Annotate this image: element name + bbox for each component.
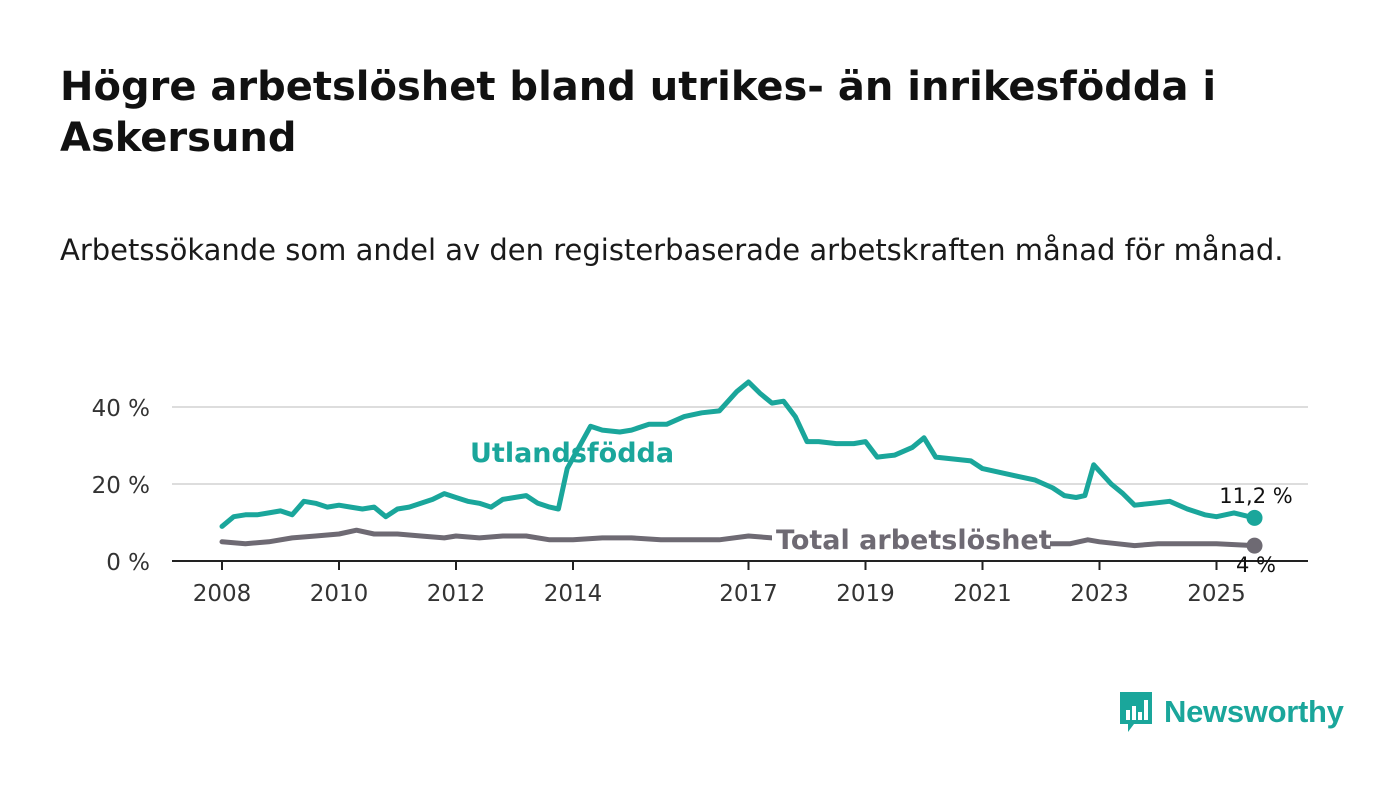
newsworthy-logo-text: Newsworthy (1164, 694, 1344, 729)
chart-title: Högre arbetslöshet bland utrikes- än inr… (60, 64, 1217, 161)
series-line-total (219, 527, 1257, 549)
series-label-total-bg (772, 522, 1050, 556)
end-point-utlandsfodda (1246, 509, 1263, 526)
end-point-total (1246, 537, 1263, 554)
y-tick-label: 40 % (92, 396, 150, 422)
series-lines (219, 379, 1263, 554)
gridlines (172, 406, 1308, 562)
x-tick-label: 2010 (310, 581, 369, 607)
x-tick-label: 2019 (836, 581, 895, 607)
x-tick-label: 2012 (427, 581, 486, 607)
x-tick-label: 2014 (544, 581, 603, 607)
chart-subtitle: Arbetssökande som andel av den registerb… (60, 233, 1284, 267)
y-tick-label: 20 % (92, 473, 150, 499)
x-tick-label: 2008 (193, 581, 252, 607)
series-label-total: Total arbetslöshet (776, 525, 1052, 556)
newsworthy-logo[interactable]: Newsworthy (1118, 690, 1344, 734)
x-tick-label: 2021 (953, 581, 1012, 607)
series-line-utlandsfodda (219, 379, 1257, 529)
end-label-utlandsfodda: 11,2 % (1219, 484, 1292, 508)
series-label-utlandsfodda: Utlandsfödda (470, 438, 674, 469)
x-axis-ticks: 2008 2010 2012 2014 2017 2019 2021 2023 2025 (193, 561, 1246, 607)
y-tick-label: 0 % (106, 550, 150, 576)
x-tick-label: 2017 (719, 581, 778, 607)
newsworthy-logo-icon (1120, 692, 1152, 732)
x-tick-label: 2023 (1070, 581, 1129, 607)
y-axis-ticks: 0 % 20 % 40 % (92, 396, 150, 576)
x-tick-label: 2025 (1187, 581, 1246, 607)
end-label-total: 4 % (1236, 553, 1276, 577)
series-labels: Utlandsfödda Total arbetslöshet 11,2 % 4 % (470, 438, 1293, 577)
